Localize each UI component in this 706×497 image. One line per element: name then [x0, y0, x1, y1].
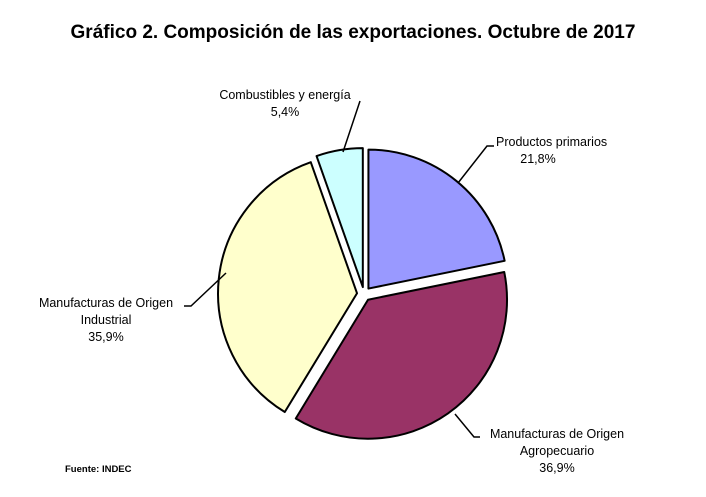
label-moa-line1: Manufacturas de Origen	[490, 427, 624, 441]
pie-slice-productos-primarios	[367, 148, 506, 290]
label-combustibles: Combustibles y energía	[219, 88, 350, 102]
leader-line-productos-primarios	[457, 145, 494, 184]
pie-slice-moa	[294, 270, 509, 440]
value-combustibles: 5,4%	[271, 105, 300, 119]
value-productos-primarios: 21,8%	[520, 152, 555, 166]
source-note: Fuente: INDEC	[65, 464, 132, 475]
label-moi-line1: Manufacturas de Origen	[39, 296, 173, 310]
label-productos-primarios: Productos primarios	[496, 135, 607, 149]
leader-line-moa	[454, 413, 480, 438]
value-moi: 35,9%	[88, 330, 123, 344]
label-moi-line2: Industrial	[81, 313, 132, 327]
pie-slice-combustibles	[315, 147, 364, 289]
leader-line-moi	[184, 272, 227, 307]
label-moa-line2: Agropecuario	[520, 444, 594, 458]
chart-title: Gráfico 2. Composición de las exportacio…	[70, 22, 636, 43]
value-moa: 36,9%	[539, 461, 574, 475]
leader-line-combustibles	[342, 100, 361, 153]
